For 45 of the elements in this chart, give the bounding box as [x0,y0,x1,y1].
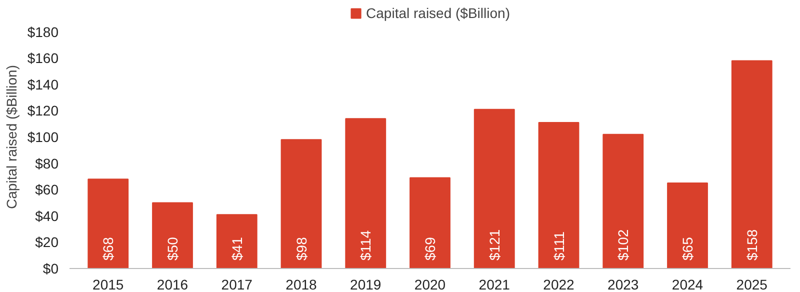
x-tick-label: 2018 [286,276,318,292]
y-tick-label: $160 [27,50,59,66]
y-tick-label: $100 [27,129,59,145]
x-tick-label: 2017 [221,276,253,292]
data-label: $69 [422,236,438,260]
x-tick-label: 2019 [350,276,382,292]
x-tick-label: 2023 [608,276,639,292]
data-label: $41 [228,236,245,260]
x-tick-label: 2020 [414,276,446,292]
x-tick-label: 2016 [156,276,188,292]
bar [667,182,708,268]
y-tick-label: $140 [27,76,59,92]
bar [345,118,386,268]
bar [538,122,580,268]
x-tick-label: 2015 [92,276,124,292]
bar [474,108,515,268]
x-tick-label: 2022 [543,276,575,292]
y-tick-label: $180 [27,24,59,40]
legend-label: Capital raised ($Billion) [366,5,510,21]
x-tick-label: 2025 [736,276,768,292]
data-label: $102 [615,229,632,260]
data-label: $65 [680,236,696,260]
bar [216,214,258,268]
y-tick-label: $60 [35,182,59,198]
bar [731,60,772,268]
data-label: $50 [164,236,180,260]
x-tick-label: 2021 [478,276,510,292]
y-tick-label: $0 [42,260,59,276]
bar [88,178,129,268]
y-tick-label: $20 [35,234,59,250]
data-label: $158 [744,229,760,260]
x-tick-label: 2024 [672,276,704,292]
bar [152,202,193,268]
data-label: $111 [550,231,567,260]
data-label: $68 [100,236,116,260]
data-label: $114 [358,230,374,260]
data-label: $121 [486,229,502,260]
bar [410,177,450,268]
y-tick-label: $80 [35,155,59,172]
y-tick-label: $40 [35,208,59,224]
data-label: $98 [293,236,310,260]
y-axis-title: Capital raised ($Billion) [3,65,20,209]
bar [280,139,322,268]
y-tick-label: $120 [27,102,59,119]
bar [602,134,644,268]
